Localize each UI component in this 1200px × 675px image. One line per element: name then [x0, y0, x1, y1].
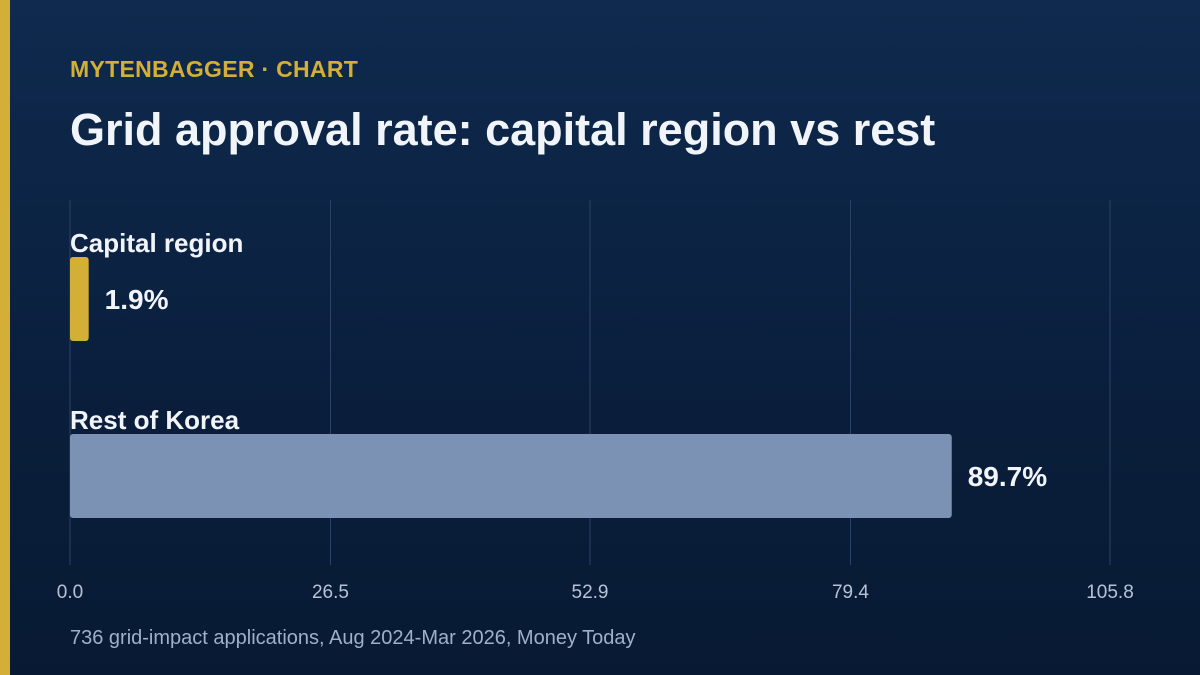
- x-tick-label: 52.9: [572, 582, 609, 603]
- bar-rest-of-korea: [70, 434, 952, 518]
- bars: [70, 257, 952, 518]
- x-axis-ticks: 0.0 26.5 52.9 79.4 105.8: [57, 582, 1134, 603]
- labels: Capital region 1.9% Rest of Korea 89.7%: [70, 228, 1047, 492]
- x-tick-label: 79.4: [832, 582, 869, 603]
- x-tick-label: 105.8: [1086, 582, 1134, 603]
- x-tick-label: 26.5: [312, 582, 349, 603]
- value-label: 89.7%: [968, 461, 1047, 492]
- bar-capital-region: [70, 257, 89, 341]
- accent-bar: [0, 0, 10, 675]
- brand-label: MYTENBAGGER · CHART: [70, 56, 359, 82]
- category-label: Capital region: [70, 228, 243, 258]
- value-label: 1.9%: [105, 284, 169, 315]
- category-label: Rest of Korea: [70, 405, 240, 435]
- source-note: 736 grid-impact applications, Aug 2024-M…: [70, 627, 636, 649]
- chart-title: Grid approval rate: capital region vs re…: [70, 104, 936, 155]
- x-tick-label: 0.0: [57, 582, 83, 603]
